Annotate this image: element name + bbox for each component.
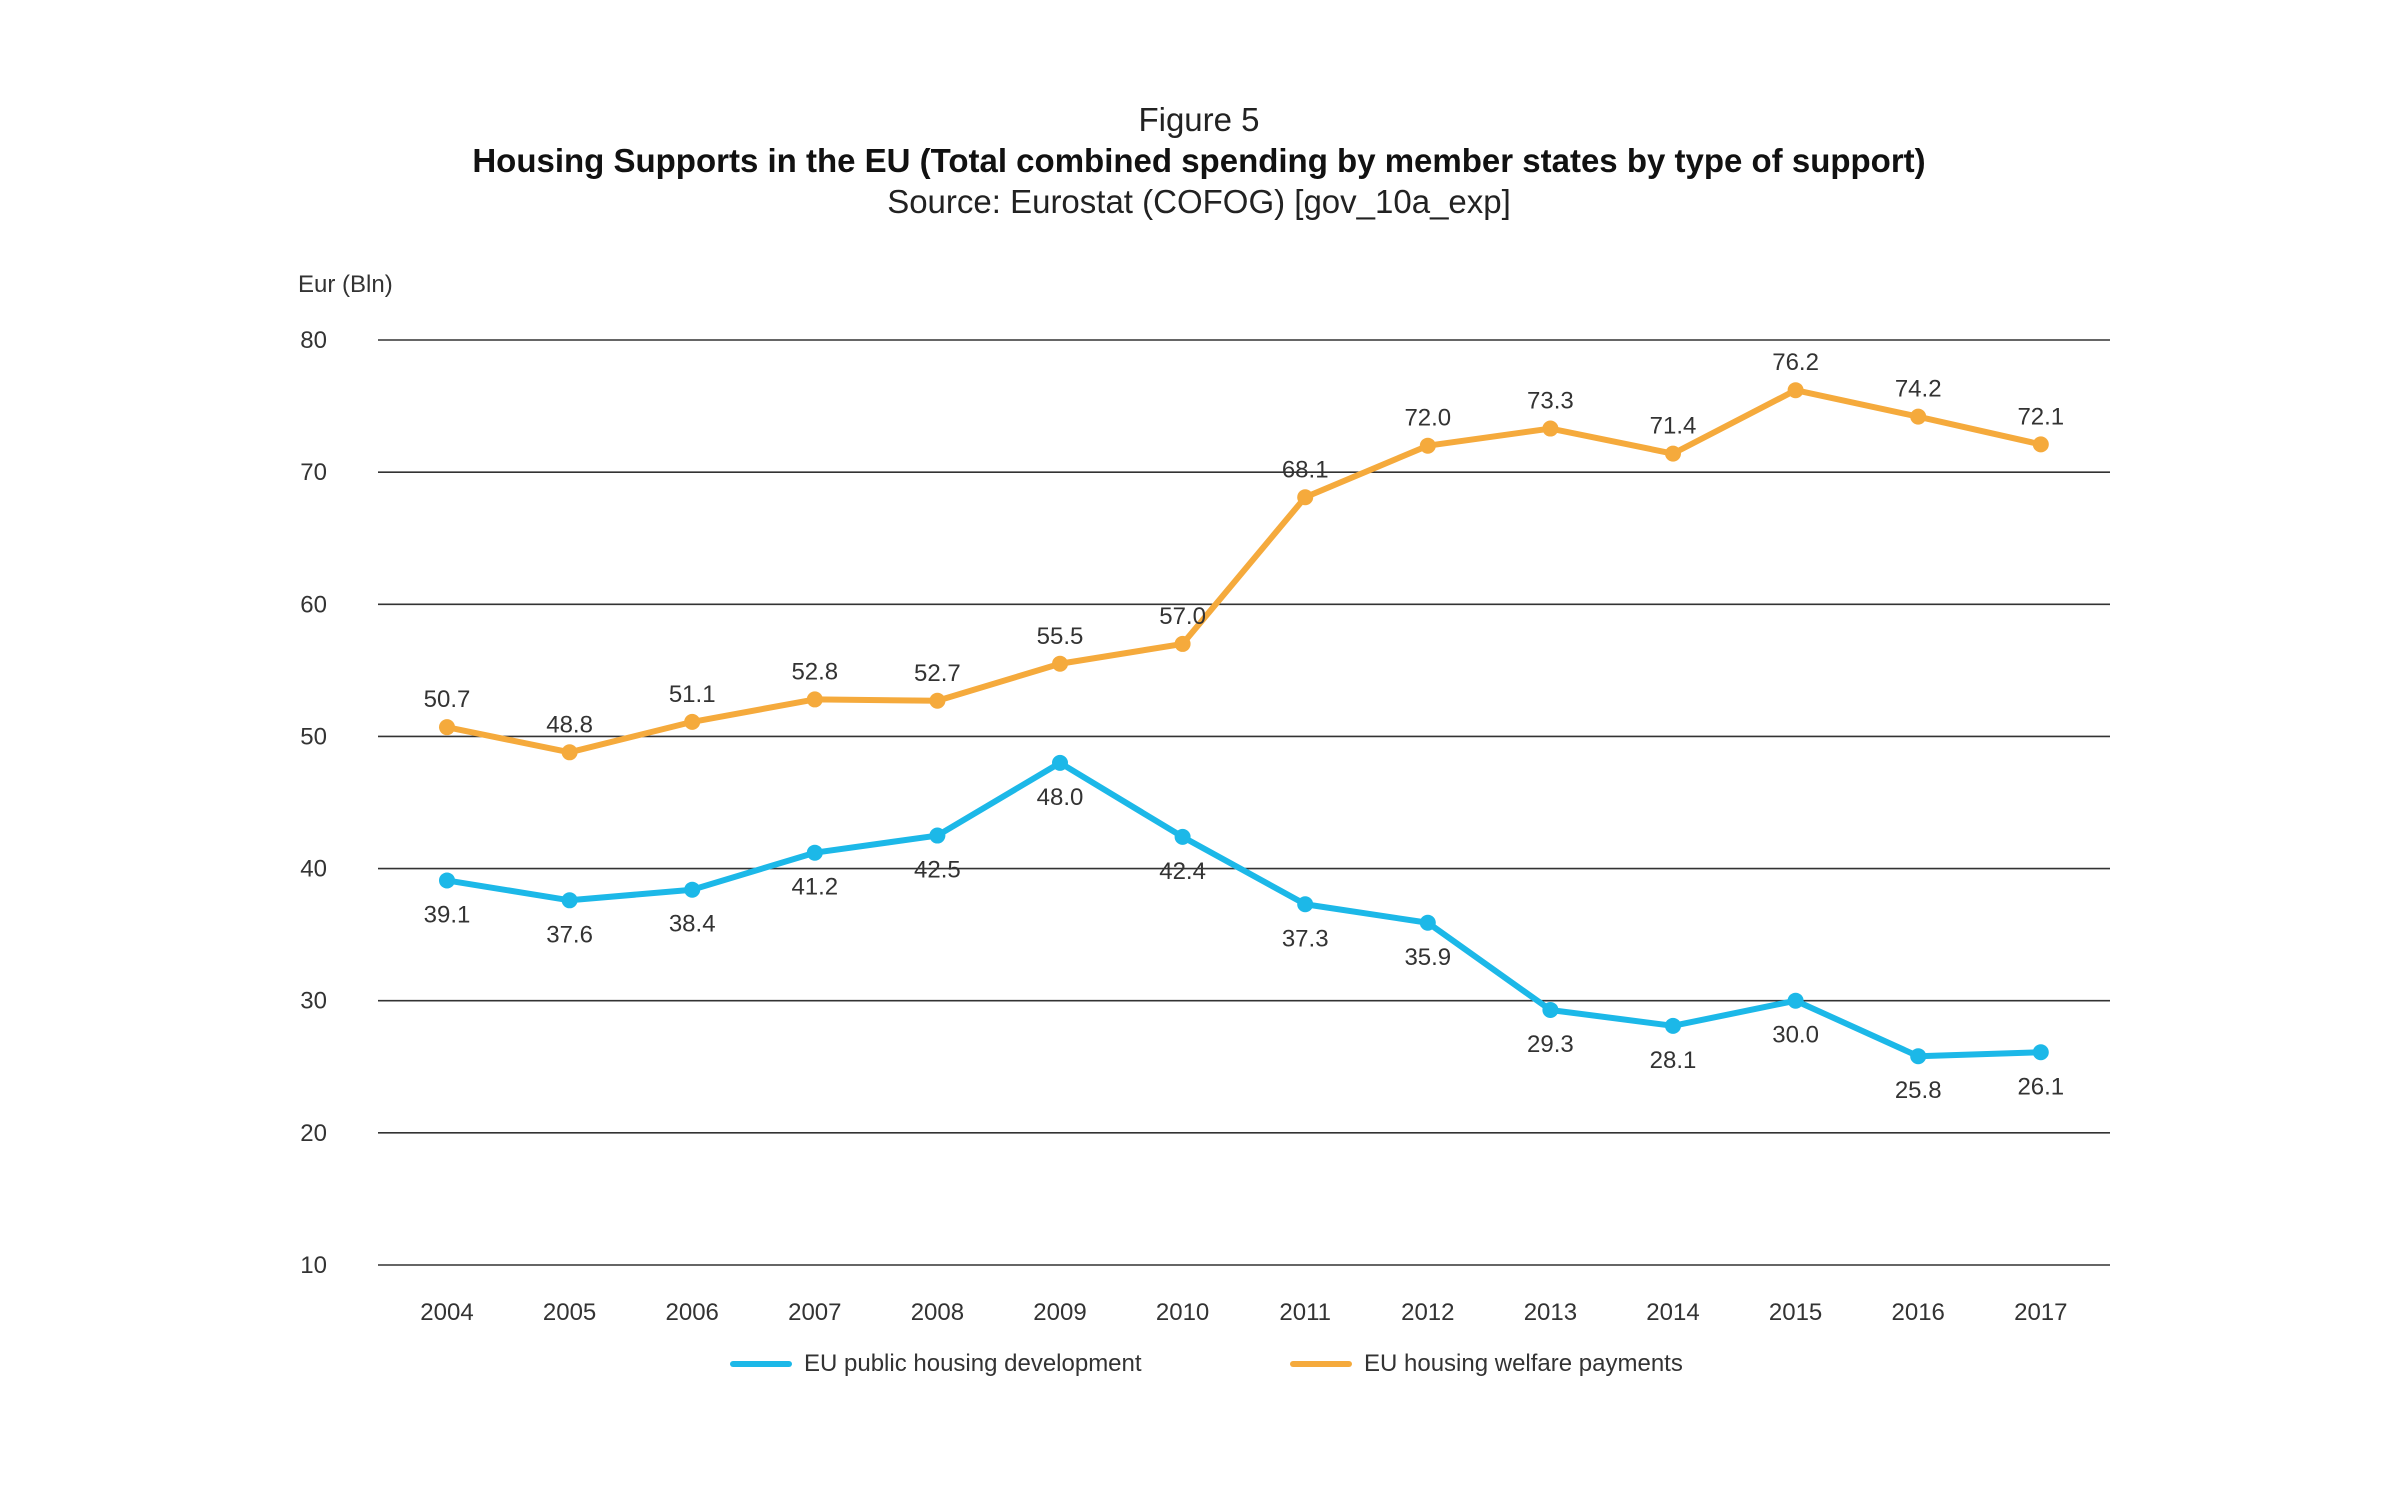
x-tick-label: 2014 [1646,1299,1699,1326]
data-label: 71.4 [1650,413,1697,440]
data-label: 42.4 [1159,858,1206,885]
y-tick-label: 60 [300,591,327,618]
legend-item-public-housing: EU public housing development [730,1350,1142,1378]
data-point [1419,914,1436,931]
x-tick-label: 2011 [1279,1299,1331,1326]
data-point [806,844,823,861]
data-point [929,692,946,709]
y-tick-label: 50 [300,723,327,750]
chart-title: Housing Supports in the EU (Total combin… [472,142,1926,179]
data-label: 42.5 [914,857,961,884]
chart-source: Source: Eurostat (COFOG) [gov_10a_exp] [887,183,1511,220]
data-label: 74.2 [1895,376,1942,403]
data-label: 26.1 [2017,1073,2064,1100]
data-point [439,719,455,736]
data-label: 52.8 [791,658,838,685]
x-tick-label: 2013 [1524,1299,1577,1326]
data-label: 51.1 [669,681,716,708]
x-tick-label: 2009 [1033,1299,1086,1326]
data-point [2032,1044,2049,1061]
series-line [444,387,2044,756]
y-tick-label: 10 [300,1252,327,1279]
gridlines [378,339,2110,1266]
y-tick-label: 70 [300,459,327,486]
y-axis-label: Eur (Bln) [298,271,393,298]
legend-label-welfare-payments: EU housing welfare payments [1364,1350,1683,1377]
data-point [1052,754,1068,771]
x-axis-ticks: 2004 2005 2006 2007 2008 2009 2010 2011 2012 2013… [420,1299,2067,1326]
chart-titles: Figure 5 Housing Supports in the EU (Tot… [0,100,2398,222]
series-1: 50.7 48.8 51.1 52.8 52.7 55.5 57.0 68.1 72.0 73.3… [424,349,2064,761]
data-label: 57.0 [1159,603,1206,630]
data-label: 35.9 [1404,944,1451,971]
data-label: 37.3 [1282,925,1329,952]
data-point [2032,436,2049,453]
data-label: 30.0 [1772,1022,1819,1049]
legend-swatch-public-housing [730,1361,792,1367]
data-point [439,872,455,889]
data-label: 25.8 [1895,1077,1942,1104]
data-label: 48.8 [546,711,593,738]
series-line [444,759,2044,1060]
data-point [1297,489,1314,506]
y-tick-label: 40 [300,856,327,883]
x-tick-label: 2015 [1769,1299,1822,1326]
y-tick-label: 30 [300,988,327,1015]
data-label: 73.3 [1527,388,1574,415]
data-label: 38.4 [669,911,716,938]
x-tick-label: 2016 [1892,1299,1945,1326]
data-point [684,881,701,898]
data-point [1665,1017,1681,1034]
data-point [929,827,946,844]
x-tick-label: 2012 [1401,1299,1454,1326]
data-point [1297,896,1314,913]
data-point [1542,420,1559,437]
legend-swatch-welfare-payments [1290,1361,1352,1367]
data-label: 48.0 [1037,784,1084,811]
data-point [1419,437,1436,454]
data-label: 37.6 [546,921,593,948]
data-label: 41.2 [791,874,838,901]
x-tick-label: 2004 [420,1299,473,1326]
x-tick-label: 2010 [1156,1299,1209,1326]
y-axis-ticks: 10 20 30 40 50 60 70 80 [300,327,327,1279]
data-point [1787,992,1804,1009]
data-point [1052,655,1068,672]
data-point [806,691,823,708]
data-point [1174,635,1191,652]
data-point [1910,1048,1927,1065]
x-tick-label: 2017 [2014,1299,2067,1326]
data-point [684,713,701,730]
y-tick-label: 20 [300,1120,327,1147]
data-label: 28.1 [1650,1047,1697,1074]
data-label: 39.1 [424,901,471,928]
data-label: 29.3 [1527,1031,1574,1058]
data-label: 50.7 [424,686,471,713]
data-point [1787,382,1804,399]
data-point [1665,445,1681,462]
x-tick-label: 2005 [543,1299,596,1326]
figure-label: Figure 5 [1138,101,1260,138]
data-label: 76.2 [1772,349,1819,376]
y-tick-label: 80 [300,327,327,354]
data-label: 72.0 [1404,405,1451,432]
legend: EU public housing development EU housing… [0,1350,2398,1390]
data-label: 72.1 [2017,403,2064,430]
data-point [1542,1001,1559,1018]
x-tick-label: 2007 [788,1299,841,1326]
x-tick-label: 2006 [666,1299,719,1326]
series-group: 39.1 37.6 38.4 41.2 42.5 48.0 42.4 37.3 35.9 29.3… [424,349,2065,1104]
data-label: 52.7 [914,660,961,687]
data-label: 55.5 [1037,623,1084,650]
data-point [561,744,578,761]
x-tick-label: 2008 [911,1299,964,1326]
legend-item-welfare-payments: EU housing welfare payments [1290,1350,1683,1378]
data-label: 68.1 [1282,456,1329,483]
data-point [561,892,578,909]
series-0: 39.1 37.6 38.4 41.2 42.5 48.0 42.4 37.3 35.9 29.3… [424,754,2064,1104]
legend-label-public-housing: EU public housing development [804,1350,1142,1377]
data-point [1910,408,1927,425]
data-point [1174,828,1191,845]
